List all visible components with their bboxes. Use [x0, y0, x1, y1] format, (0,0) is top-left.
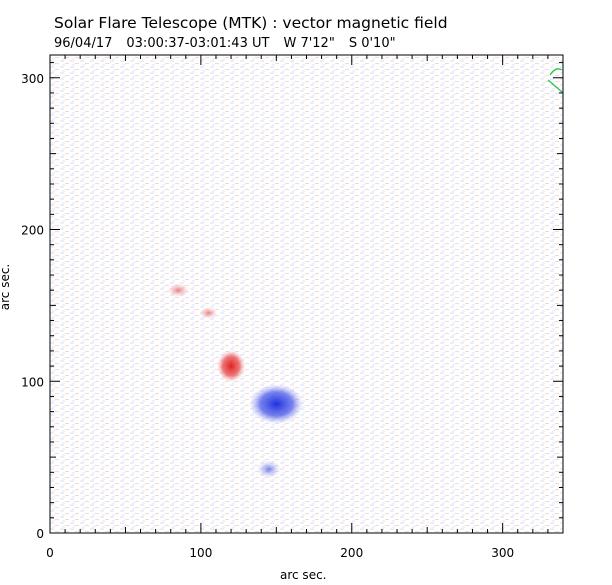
x-axis-label: arc sec.: [280, 568, 327, 582]
y-tick-label: 0: [36, 527, 44, 541]
y-tick-label: 200: [21, 224, 44, 238]
feature-negative: [256, 460, 281, 479]
background-noise: [50, 55, 563, 533]
y-tick-label: 100: [21, 375, 44, 389]
image-subtitle: 96/04/17 03:00:37-03:01:43 UT W 7'12" S 0'1…: [54, 36, 410, 51]
x-tick-label: 100: [189, 546, 212, 560]
magnetic-features: [167, 283, 304, 479]
feature-positive: [199, 306, 218, 319]
x-tick-label: 200: [340, 546, 363, 560]
feature-positive: [217, 350, 246, 383]
feature-negative: [249, 384, 304, 425]
obs-longitude: W 7'12": [283, 36, 335, 51]
feature-positive: [167, 283, 190, 298]
obs-latitude: S 0'10": [348, 36, 396, 51]
image-title: Solar Flare Telescope (MTK) : vector mag…: [54, 14, 448, 32]
obs-time: 03:00:37-03:01:43 UT: [126, 36, 270, 51]
x-tick-label: 0: [46, 546, 54, 560]
limb-contour: [547, 68, 563, 93]
obs-date: 96/04/17: [54, 36, 113, 51]
axes: 0 100 200 300 0 100 200 300: [21, 55, 564, 560]
y-tick-label: 300: [21, 72, 44, 86]
x-tick-label: 300: [491, 546, 514, 560]
y-axis-label: arc sec.: [0, 263, 13, 311]
